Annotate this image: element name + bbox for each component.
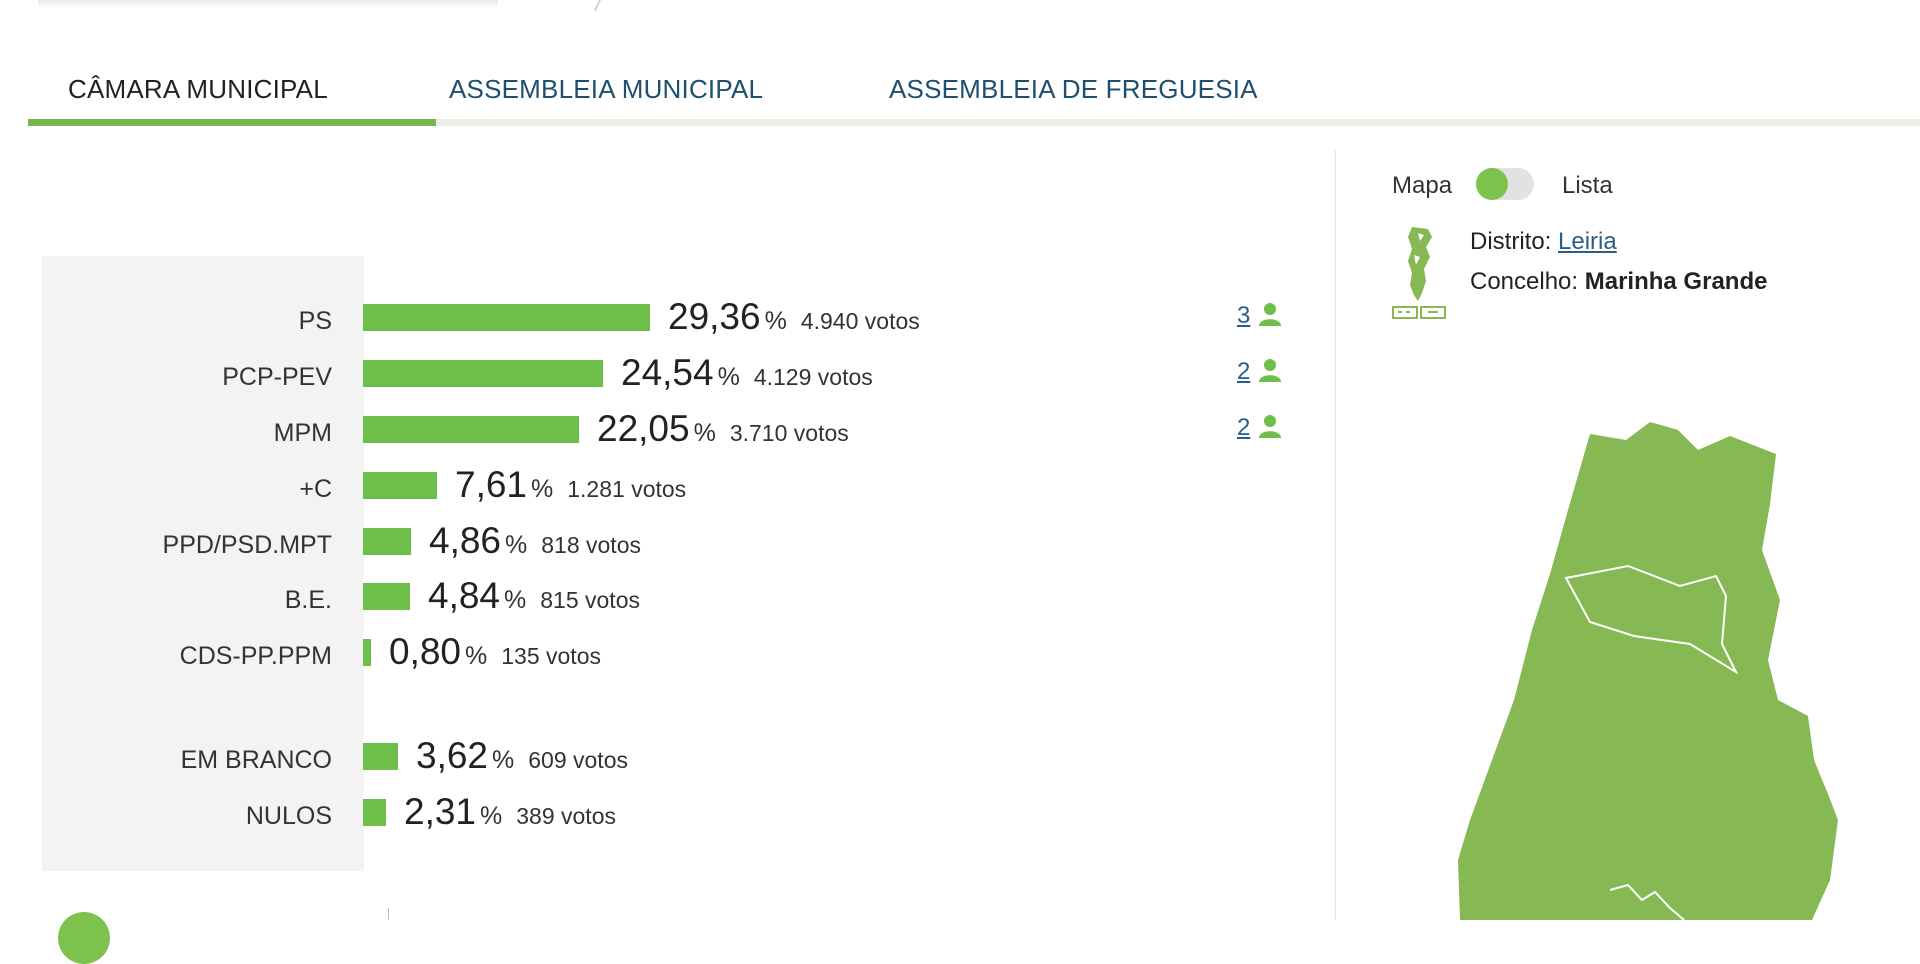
result-bar bbox=[363, 583, 410, 610]
person-icon bbox=[1259, 415, 1282, 438]
votes-count: 818 votos bbox=[541, 532, 641, 558]
person-icon bbox=[1259, 303, 1282, 326]
percentage-value: 4,86 bbox=[429, 520, 502, 561]
municipality-label: Concelho: bbox=[1470, 268, 1579, 295]
tabs-underline bbox=[28, 119, 1920, 126]
party-name: PPD/PSD.MPT bbox=[162, 531, 332, 559]
votes-count: 609 votos bbox=[528, 747, 628, 773]
municipality-map[interactable] bbox=[1440, 400, 1860, 920]
percent-symbol: % bbox=[465, 642, 488, 670]
party-name: NULOS bbox=[245, 802, 332, 830]
column-divider bbox=[1335, 150, 1336, 920]
seats-link[interactable]: 2 bbox=[1237, 358, 1251, 385]
result-values: 4,86% 818 votos bbox=[429, 520, 641, 562]
party-name: PCP-PEV bbox=[222, 363, 332, 391]
result-row: +C 7,61% 1.281 votos bbox=[42, 464, 1302, 510]
tab-camara-municipal[interactable]: CÂMARA MUNICIPAL bbox=[68, 74, 328, 104]
result-bar bbox=[363, 799, 386, 826]
result-values: 3,62% 609 votos bbox=[416, 735, 628, 777]
bottom-separator bbox=[388, 908, 389, 920]
votes-count: 389 votos bbox=[516, 803, 616, 829]
party-name: EM BRANCO bbox=[180, 746, 332, 774]
result-row: NULOS 2,31% 389 votos bbox=[42, 791, 1302, 837]
percentage-value: 22,05 bbox=[597, 408, 690, 449]
tab-assembleia-de-freguesia[interactable]: ASSEMBLEIA DE FREGUESIA bbox=[889, 74, 1258, 104]
seats-count: 2 bbox=[1237, 414, 1282, 442]
votes-count: 815 votos bbox=[540, 587, 640, 613]
switch-knob[interactable] bbox=[1476, 168, 1508, 200]
municipality-name: Marinha Grande bbox=[1584, 268, 1768, 295]
percent-symbol: % bbox=[764, 307, 787, 335]
map-parish-boundary bbox=[1564, 564, 1739, 675]
seats-link[interactable]: 2 bbox=[1237, 414, 1251, 441]
result-bar bbox=[363, 743, 398, 770]
votes-count: 1.281 votos bbox=[567, 476, 687, 502]
breadcrumb-remnant bbox=[38, 0, 498, 8]
result-bar bbox=[363, 528, 411, 555]
percent-symbol: % bbox=[504, 586, 527, 614]
result-bar bbox=[363, 639, 371, 666]
district-label: Distrito: bbox=[1470, 228, 1552, 255]
result-values: 22,05% 3.710 votos bbox=[597, 408, 849, 450]
result-bar bbox=[363, 360, 603, 387]
result-row: PS 29,36% 4.940 votos 3 bbox=[42, 296, 1302, 342]
tab-assembleia-municipal[interactable]: ASSEMBLEIA MUNICIPAL bbox=[449, 74, 764, 104]
votes-count: 3.710 votos bbox=[729, 420, 849, 446]
map-parish-boundary-south bbox=[1609, 883, 1685, 920]
result-bar bbox=[363, 416, 579, 443]
result-values: 29,36% 4.940 votos bbox=[668, 296, 920, 338]
party-name: B.E. bbox=[284, 586, 332, 614]
map-region-main[interactable] bbox=[1458, 422, 1838, 920]
result-values: 7,61% 1.281 votos bbox=[455, 464, 686, 506]
district-line: Distrito: Leiria bbox=[1470, 228, 1617, 256]
seats-count: 2 bbox=[1237, 358, 1282, 386]
result-bar bbox=[363, 304, 650, 331]
map-label: Mapa bbox=[1392, 172, 1453, 199]
result-row: B.E. 4,84% 815 votos bbox=[42, 575, 1302, 621]
election-tabs: CÂMARA MUNICIPAL ASSEMBLEIA MUNICIPAL AS… bbox=[28, 60, 1920, 126]
result-row: EM BRANCO 3,62% 609 votos bbox=[42, 735, 1302, 781]
percent-symbol: % bbox=[480, 802, 503, 830]
map-list-switch[interactable] bbox=[1476, 168, 1534, 200]
result-values: 0,80% 135 votos bbox=[389, 631, 601, 673]
result-values: 24,54% 4.129 votos bbox=[621, 352, 873, 394]
percent-symbol: % bbox=[693, 419, 716, 447]
percentage-value: 24,54 bbox=[621, 352, 714, 393]
percentage-value: 2,31 bbox=[404, 791, 477, 832]
party-name: CDS-PP.PPM bbox=[179, 642, 332, 670]
percentage-value: 3,62 bbox=[416, 735, 489, 776]
result-row: PCP-PEV 24,54% 4.129 votos 2 bbox=[42, 352, 1302, 398]
result-values: 2,31% 389 votos bbox=[404, 791, 616, 833]
list-label: Lista bbox=[1562, 172, 1613, 199]
percentage-value: 7,61 bbox=[455, 464, 528, 505]
result-values: 4,84% 815 votos bbox=[428, 575, 640, 617]
portugal-map-icon bbox=[1392, 227, 1446, 319]
percent-symbol: % bbox=[492, 746, 515, 774]
party-labels-panel bbox=[42, 256, 364, 871]
party-name: PS bbox=[298, 307, 332, 335]
district-link[interactable]: Leiria bbox=[1558, 228, 1617, 255]
municipality-line: Concelho: Marinha Grande bbox=[1470, 268, 1767, 296]
seats-count: 3 bbox=[1237, 302, 1282, 330]
percentage-value: 0,80 bbox=[389, 631, 462, 672]
percent-symbol: % bbox=[717, 363, 740, 391]
active-tab-indicator bbox=[28, 119, 436, 126]
result-row: MPM 22,05% 3.710 votos 2 bbox=[42, 408, 1302, 454]
result-row: PPD/PSD.MPT 4,86% 818 votos bbox=[42, 520, 1302, 566]
party-name: +C bbox=[299, 475, 332, 503]
votes-count: 4.940 votos bbox=[800, 308, 920, 334]
votes-count: 135 votos bbox=[501, 643, 601, 669]
person-icon bbox=[1259, 359, 1282, 382]
seats-link[interactable]: 3 bbox=[1237, 302, 1251, 329]
percent-symbol: % bbox=[531, 475, 554, 503]
votes-count: 4.129 votos bbox=[753, 364, 873, 390]
breadcrumb-separator bbox=[593, 0, 605, 12]
result-bar bbox=[363, 472, 437, 499]
percentage-value: 29,36 bbox=[668, 296, 761, 337]
percentage-value: 4,84 bbox=[428, 575, 501, 616]
party-name: MPM bbox=[273, 419, 332, 447]
percent-symbol: % bbox=[505, 531, 528, 559]
result-row: CDS-PP.PPM 0,80% 135 votos bbox=[42, 631, 1302, 677]
